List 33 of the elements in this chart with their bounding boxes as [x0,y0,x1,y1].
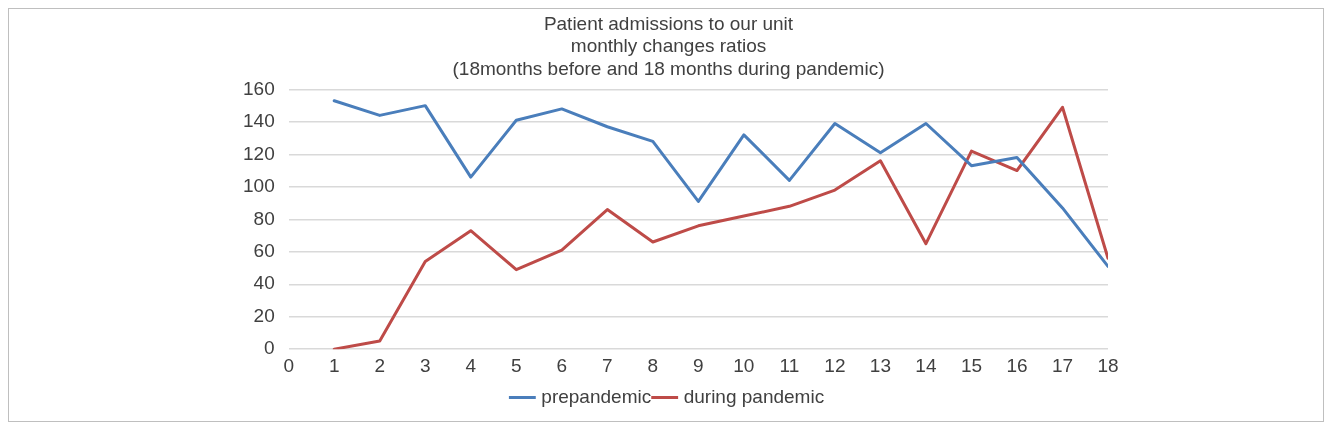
y-tick-label: 100 [243,175,275,197]
x-tick-label: 13 [869,354,891,376]
y-tick-label: 60 [253,240,275,262]
y-tick-label: 0 [264,337,275,359]
legend-label: during pandemic [683,385,825,407]
x-tick-label: 11 [779,354,800,376]
y-tick-label: 20 [253,304,275,326]
text: monthly changes ratios [570,35,767,57]
y-tick-label: 40 [253,272,275,294]
text: Patient admissions to our unit [543,12,794,34]
y-tick-label: 140 [243,110,275,132]
x-tick-label: 10 [733,354,755,376]
x-tick-label: 15 [960,354,983,376]
x-tick-label: 7 [602,354,613,376]
x-tick-label: 12 [824,354,846,376]
x-tick-label: 0 [283,354,294,376]
y-tick-label: 80 [253,207,275,229]
x-tick-label: 4 [465,354,477,376]
y-tick-label: 120 [243,142,275,164]
x-tick-label: 2 [374,354,386,376]
x-tick-label: 16 [1006,354,1028,376]
text: (18months before and 18 months during pandemic) [452,58,885,80]
x-tick-label: 17 [1051,354,1074,376]
y-tick-label: 160 [243,77,275,99]
x-tick-label: 18 [1097,354,1119,376]
x-tick-label: 3 [419,354,431,376]
x-tick-label: 1 [328,354,340,376]
x-tick-label: 6 [556,354,568,376]
legend-label: prepandemic [541,385,652,407]
x-tick-label: 5 [510,354,522,376]
x-tick-label: 14 [915,354,937,376]
x-tick-label: 9 [693,354,704,376]
x-tick-label: 8 [647,354,659,376]
